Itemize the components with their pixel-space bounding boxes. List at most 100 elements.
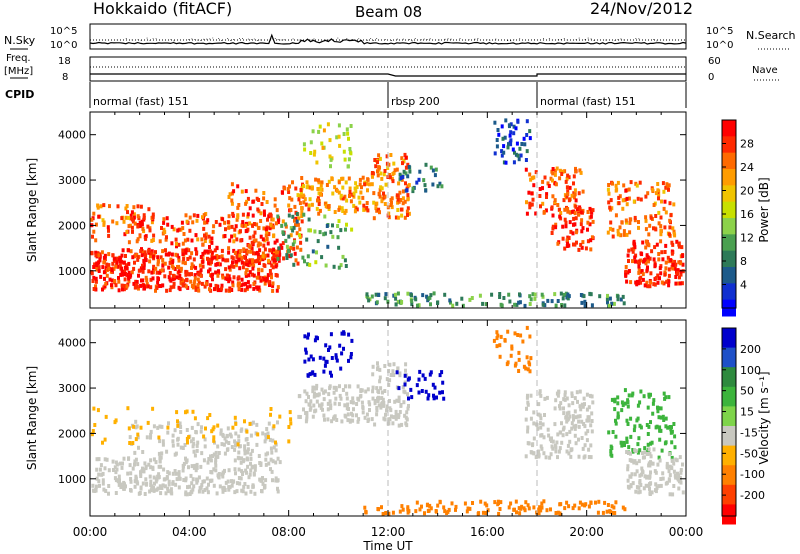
data-cell <box>540 501 544 506</box>
data-cell <box>351 396 355 401</box>
data-cell <box>382 400 386 405</box>
data-cell <box>591 400 595 405</box>
data-cell <box>192 484 196 489</box>
data-cell <box>155 285 159 290</box>
data-cell <box>208 413 212 417</box>
data-cell <box>355 413 358 418</box>
data-cell <box>649 470 652 475</box>
data-cell <box>97 265 101 270</box>
data-cell <box>149 254 152 259</box>
data-cell <box>152 424 156 429</box>
data-cell <box>209 454 212 459</box>
data-cell <box>169 257 173 262</box>
power-data-cells <box>90 112 685 308</box>
data-cell <box>554 303 558 308</box>
data-cell <box>622 183 626 188</box>
data-cell <box>201 257 205 262</box>
data-cell <box>145 278 149 283</box>
data-cell <box>573 188 577 193</box>
data-cell <box>383 194 387 199</box>
data-cell <box>188 255 192 260</box>
data-cell <box>326 122 330 127</box>
data-cell <box>194 430 198 434</box>
data-cell <box>640 469 644 474</box>
data-cell <box>565 411 569 416</box>
data-cell <box>186 440 189 445</box>
data-cell <box>404 165 408 170</box>
data-cell <box>158 239 162 244</box>
data-cell <box>167 252 170 257</box>
data-cell <box>375 300 379 305</box>
data-cell <box>276 489 280 494</box>
data-cell <box>149 465 153 470</box>
data-cell <box>231 280 235 285</box>
data-cell <box>191 264 195 269</box>
data-cell <box>380 186 384 191</box>
data-cell <box>255 222 259 227</box>
data-cell <box>129 216 133 221</box>
data-cell <box>322 128 326 133</box>
data-cell <box>427 508 431 513</box>
data-cell <box>271 281 275 286</box>
data-cell <box>563 393 567 398</box>
data-cell <box>94 222 98 227</box>
colorbar-tick-label: 200 <box>740 343 761 356</box>
data-cell <box>573 211 577 216</box>
data-cell <box>214 270 218 275</box>
data-cell <box>287 203 291 208</box>
data-cell <box>210 240 214 245</box>
data-cell <box>297 414 301 419</box>
data-cell <box>224 227 227 232</box>
data-cell <box>563 506 567 511</box>
data-cell <box>543 175 547 180</box>
data-cell <box>240 223 244 228</box>
data-cell <box>584 246 588 251</box>
velocity-data-cells <box>90 320 685 516</box>
data-cell <box>627 451 631 455</box>
data-cell <box>297 197 301 202</box>
data-cell <box>376 367 379 372</box>
data-cell <box>565 185 569 190</box>
data-cell <box>346 164 350 169</box>
data-cell <box>323 214 327 219</box>
data-cell <box>626 400 630 405</box>
data-cell <box>382 172 386 177</box>
data-cell <box>648 490 652 495</box>
data-cell <box>230 201 234 206</box>
data-cell <box>565 415 569 419</box>
data-cell <box>94 287 98 292</box>
data-cell <box>204 232 208 237</box>
data-cell <box>122 486 126 491</box>
data-cell <box>410 293 413 298</box>
data-cell <box>135 239 139 244</box>
data-cell <box>443 292 447 297</box>
data-cell <box>209 283 213 288</box>
data-cell <box>531 197 535 202</box>
data-cell <box>234 431 238 436</box>
data-cell <box>638 400 642 405</box>
data-cell <box>395 398 399 403</box>
data-cell <box>579 242 583 247</box>
data-cell <box>141 226 145 231</box>
data-cell <box>545 192 549 197</box>
data-cell <box>564 220 568 225</box>
data-cell <box>402 169 406 174</box>
data-cell <box>257 261 261 265</box>
data-cell <box>220 248 224 253</box>
data-cell <box>265 237 269 242</box>
data-cell <box>206 460 210 465</box>
data-cell <box>317 392 321 397</box>
data-cell <box>271 250 274 255</box>
data-cell <box>501 136 505 141</box>
data-cell <box>230 182 234 187</box>
data-cell <box>537 454 541 459</box>
data-cell <box>238 444 242 449</box>
data-cell <box>209 478 213 483</box>
data-cell <box>248 270 252 275</box>
data-cell <box>571 506 575 511</box>
data-cell <box>548 455 552 460</box>
data-cell <box>423 511 426 516</box>
data-cell <box>269 272 273 277</box>
data-cell <box>294 223 297 228</box>
data-cell <box>380 176 384 181</box>
